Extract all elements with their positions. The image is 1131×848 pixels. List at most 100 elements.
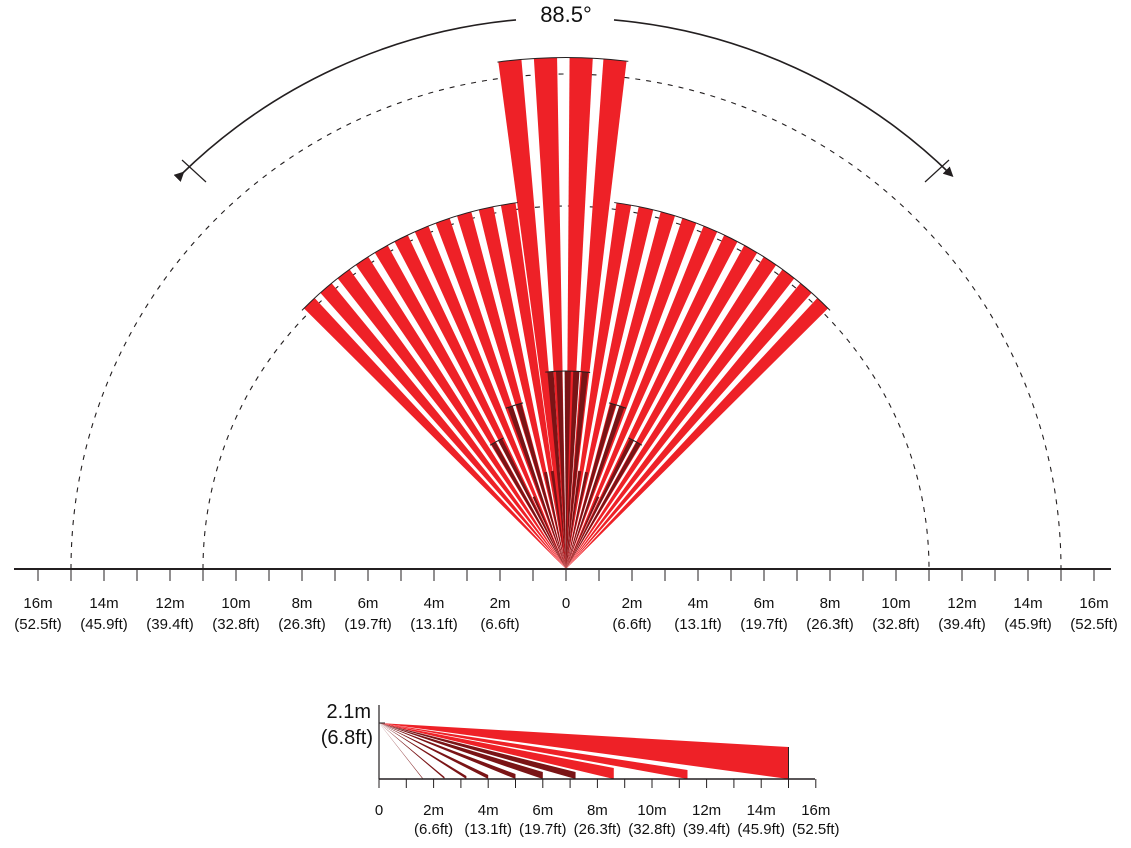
mid-range-beam-7 [414,225,566,570]
short-range-beam-outer-1 [491,442,566,569]
side-axis-label-m: 2m [423,802,444,819]
axis-label-m: 6m [358,595,379,612]
axis-label-ft: (32.8ft) [212,616,260,633]
side-short-beam-3 [379,723,516,779]
side-axis-label-m: 0 [375,802,383,819]
side-axis-label-m: 6m [532,802,553,819]
top-view-axis: 16m (52.5ft) 14m (45.9ft) 12m (39.4ft) 10m (32.… [14,568,1118,633]
side-axis-label-ft: (6.6ft) [414,821,453,838]
long-range-beam-1 [498,59,566,569]
side-axis-label-ft: (39.4ft) [683,821,731,838]
side-axis-label-ft: (13.1ft) [464,821,512,838]
side-axis-label-m: 4m [478,802,499,819]
side-axis-label-m: 12m [692,802,721,819]
short-range-beam-center-4 [566,371,580,569]
axis-label-m: 4m [424,595,445,612]
side-axis-label-ft: (32.8ft) [628,821,676,838]
mid-range-beam-4 [355,256,566,569]
short-range-beam-inner-1 [543,471,566,569]
mid-range-beam-20 [566,269,795,569]
side-mid-beam-1 [379,723,688,779]
axis-label-m: 10m [881,595,910,612]
axis-label-ft: (6.6ft) [480,616,519,633]
axis-label-m: 10m [221,595,250,612]
side-short-beam-1 [379,723,576,779]
mid-range-beam-8 [435,218,566,569]
short-range-beam-mid-2 [516,403,566,569]
mid-range-beam-cap-left [301,202,518,311]
short-range-beam-center-1 [547,371,566,569]
side-axis-label-m: 8m [587,802,608,819]
angle-arc-right [613,19,954,178]
mid-range-beam-10 [478,206,566,569]
axis-label-ft: (52.5ft) [1070,616,1118,633]
axis-label-m: 8m [820,595,841,612]
short-range-beam-inner-2 [550,470,566,569]
angle-arc-left [173,19,517,183]
axis-label-ft: (52.5ft) [14,616,62,633]
axis-label-ft: (6.6ft) [612,616,651,633]
angle-end-tick-right [924,159,950,183]
short-range-beam-inner-4 [566,471,589,569]
long-range-beam-4 [566,58,627,569]
short-range-cap-left [505,402,524,409]
short-range-cap-center [545,370,591,373]
mid-range-beam-22 [566,298,829,569]
axis-label-m: 16m [1079,595,1108,612]
short-range-beam-mid-4 [566,405,625,569]
mid-range-beam-15 [566,218,697,569]
side-long-beam [379,723,789,779]
side-axis-label-m: 16m [801,802,830,819]
side-axis-label-ft: (52.5ft) [792,821,840,838]
axis-label-ft: (45.9ft) [80,616,128,633]
axis-label-m: 8m [292,595,313,612]
angle-label: 88.5° [540,2,592,27]
axis-label-ft: (13.1ft) [674,616,722,633]
side-mid-beam-2 [379,723,614,779]
arc-11m [202,205,930,570]
axis-label-m: 2m [622,595,643,612]
mid-range-beam-13 [566,206,654,569]
short-range-cap-right [608,402,627,409]
short-range-beam-center-2 [555,371,566,569]
mid-range-beam-2 [320,283,566,569]
side-view-axis: 0 2m (6.6ft) 4m (13.1ft) 6m (19.7ft) 8m (26.3ft)… [375,778,840,838]
axis-label-ft: (32.8ft) [872,616,920,633]
detection-angle-indicator: 88.5° [173,0,954,183]
axis-label-m: 12m [947,595,976,612]
mid-range-beam-1 [303,298,566,569]
axis-label-ft: (19.7ft) [740,616,788,633]
mid-range-beam-16 [566,225,718,570]
side-axis-label-m: 14m [747,802,776,819]
short-range-cap-outer-right [628,437,643,446]
side-short-beam-6 [379,723,445,779]
side-short-beam-7 [379,723,423,779]
long-range-beam-2 [533,57,566,569]
short-range-beam-inner-3 [566,470,582,569]
axis-label-m: 14m [1013,595,1042,612]
mid-range-beam-12 [566,202,632,569]
axis-label-ft: (26.3ft) [806,616,854,633]
mid-range-beam-21 [566,283,812,569]
angle-end-tick-left [181,159,207,183]
axis-label-m: 6m [754,595,775,612]
axis-label-m: 4m [688,595,709,612]
mount-height-m: 2.1m [327,701,371,723]
side-axis-label-ft: (26.3ft) [574,821,622,838]
short-range-beam-outer-2 [498,438,566,569]
angle-label-backdrop [532,0,600,29]
short-range-beam-low-2 [566,496,600,569]
top-view-beams [301,57,831,570]
mid-range-beam-cap-right [614,202,831,311]
mid-range-beam-11 [500,202,566,569]
side-short-beam-5 [379,723,467,779]
short-range-beam-center-3 [564,371,571,569]
short-range-beam-low-1 [532,496,566,569]
short-range-beam-outer-4 [566,442,641,569]
axis-label-m: 12m [155,595,184,612]
axis-label-m: 14m [89,595,118,612]
mid-range-beam-3 [337,269,566,569]
side-axis-label-ft: (45.9ft) [737,821,785,838]
range-arcs [70,73,1062,570]
